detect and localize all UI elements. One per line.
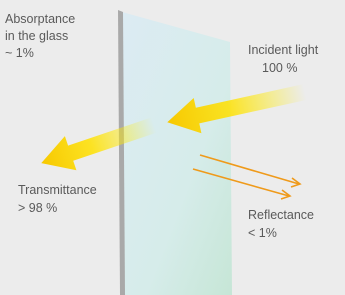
diagram: Absorptance in the glass ~ 1% Incident l…	[0, 0, 345, 295]
label: 100 %	[262, 61, 297, 75]
label: Incident light	[248, 43, 319, 57]
label: ~ 1%	[5, 46, 34, 60]
glass-pane	[122, 12, 232, 295]
label: Absorptance	[5, 12, 75, 26]
label: Reflectance	[248, 208, 314, 222]
label: > 98 %	[18, 201, 57, 215]
label: in the glass	[5, 29, 68, 43]
label: < 1%	[248, 226, 277, 240]
label: Transmittance	[18, 183, 97, 197]
